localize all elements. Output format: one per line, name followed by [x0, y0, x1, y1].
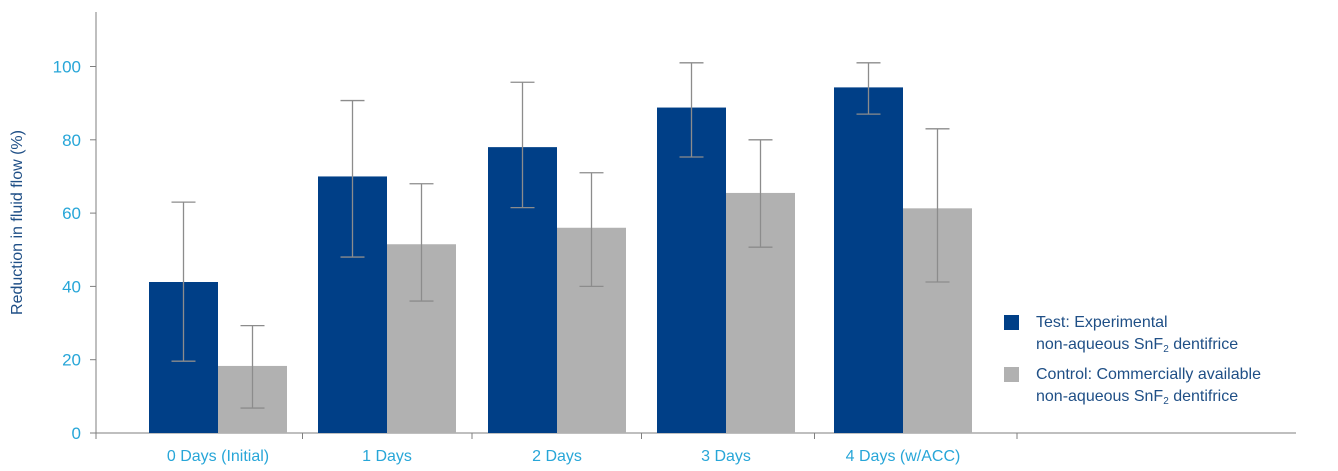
legend: Test: Experimental non-aqueous SnF2 dent…: [1004, 312, 1334, 416]
legend-swatch-test: [1004, 315, 1019, 330]
legend-label-test-line2: non-aqueous SnF2 dentifrice: [1036, 336, 1239, 355]
x-category-label: 3 Days: [701, 448, 751, 465]
bar-test-4: [834, 87, 903, 433]
y-axis-title: Reduction in fluid flow (%): [9, 130, 26, 315]
legend-swatch-control: [1004, 367, 1019, 382]
y-tick-label: 100: [53, 58, 81, 77]
bar-test-3: [657, 107, 726, 433]
y-tick-label: 80: [62, 131, 81, 150]
x-category-label: 0 Days (Initial): [167, 448, 269, 465]
legend-label-control-line2: non-aqueous SnF2 dentifrice: [1036, 388, 1239, 407]
x-category-label: 4 Days (w/ACC): [846, 448, 961, 465]
legend-item-test: Test: Experimental non-aqueous SnF2 dent…: [1004, 312, 1334, 356]
y-tick-label: 40: [62, 277, 81, 296]
y-tick-label: 20: [62, 351, 81, 370]
legend-label-test-line1: Test: Experimental: [1036, 314, 1168, 331]
y-tick-label: 60: [62, 204, 81, 223]
x-category-label: 2 Days: [532, 448, 582, 465]
legend-label-control-line1: Control: Commercially available: [1036, 366, 1261, 383]
legend-item-control: Control: Commercially available non-aque…: [1004, 364, 1334, 408]
x-category-label: 1 Days: [362, 448, 412, 465]
error-bars: [171, 62, 950, 409]
y-tick-label: 0: [72, 424, 81, 443]
